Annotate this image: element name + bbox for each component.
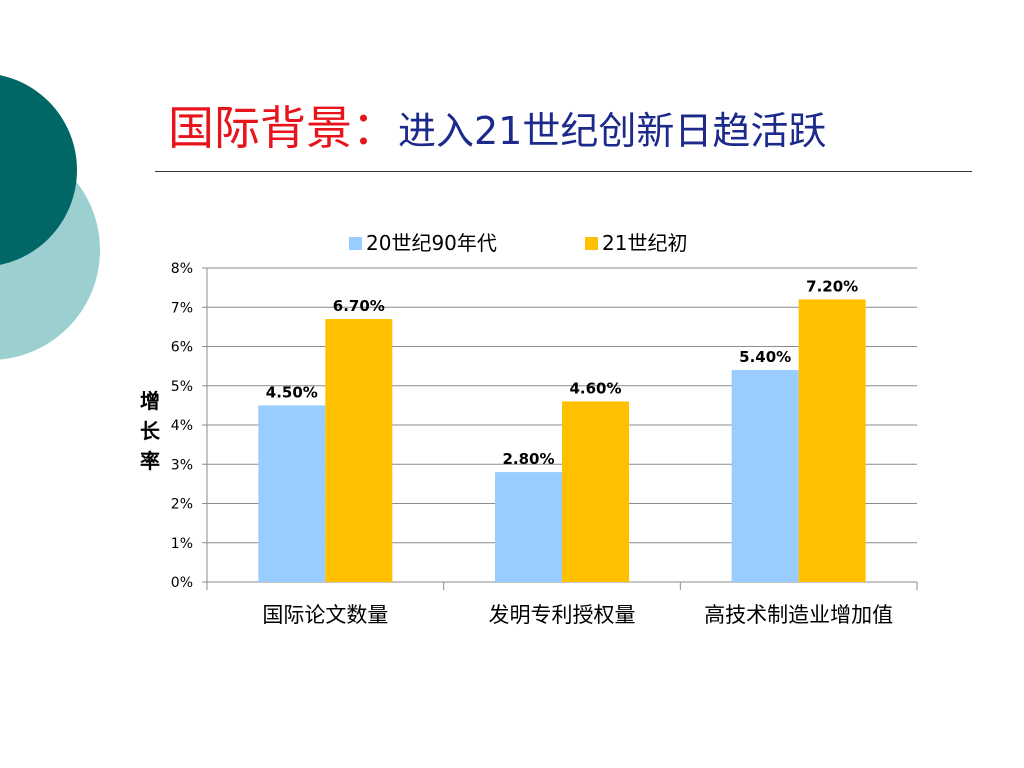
- data-label: 6.70%: [333, 297, 385, 315]
- y-axis-label-char: 率: [140, 449, 160, 473]
- y-axis-label-char: 长: [140, 419, 160, 443]
- x-tick-label: 高技术制造业增加值: [704, 603, 893, 627]
- data-label: 2.80%: [502, 450, 554, 468]
- bar: [258, 405, 326, 582]
- data-label: 5.40%: [739, 348, 791, 366]
- legend-label: 21世纪初: [602, 231, 687, 255]
- title-main: 国际背景：: [168, 101, 398, 155]
- y-tick-label: 4%: [171, 418, 193, 434]
- title-sub: 进入21世纪创新日趋活跃: [398, 109, 827, 153]
- y-axis-label-char: 增: [140, 389, 160, 413]
- bar: [325, 319, 393, 582]
- title-underline: [155, 171, 972, 172]
- y-tick-label: 3%: [171, 457, 193, 473]
- y-tick-label: 1%: [171, 536, 193, 552]
- bar: [562, 401, 629, 582]
- bar: [495, 472, 562, 582]
- y-tick-label: 0%: [171, 575, 193, 591]
- slide-title: 国际背景：进入21世纪创新日趋活跃: [168, 92, 826, 158]
- legend-swatch: [349, 237, 362, 250]
- legend-label: 20世纪90年代: [366, 231, 497, 255]
- data-label: 7.20%: [806, 277, 858, 295]
- y-tick-label: 5%: [171, 379, 193, 395]
- y-axis-label: 增 长 率: [137, 386, 163, 476]
- legend-swatch: [585, 237, 598, 250]
- x-tick-label: 发明专利授权量: [489, 603, 636, 627]
- y-tick-label: 2%: [171, 497, 193, 513]
- y-tick-label: 8%: [171, 261, 193, 277]
- slide-decoration: [0, 75, 100, 360]
- decor-dark-circle: [0, 75, 77, 265]
- x-tick-label: 国际论文数量: [262, 603, 388, 627]
- y-tick-label: 6%: [171, 340, 193, 356]
- bar: [731, 370, 799, 582]
- data-label: 4.50%: [266, 383, 318, 401]
- y-tick-label: 7%: [171, 300, 193, 316]
- bar: [798, 299, 866, 582]
- data-label: 4.60%: [569, 379, 621, 397]
